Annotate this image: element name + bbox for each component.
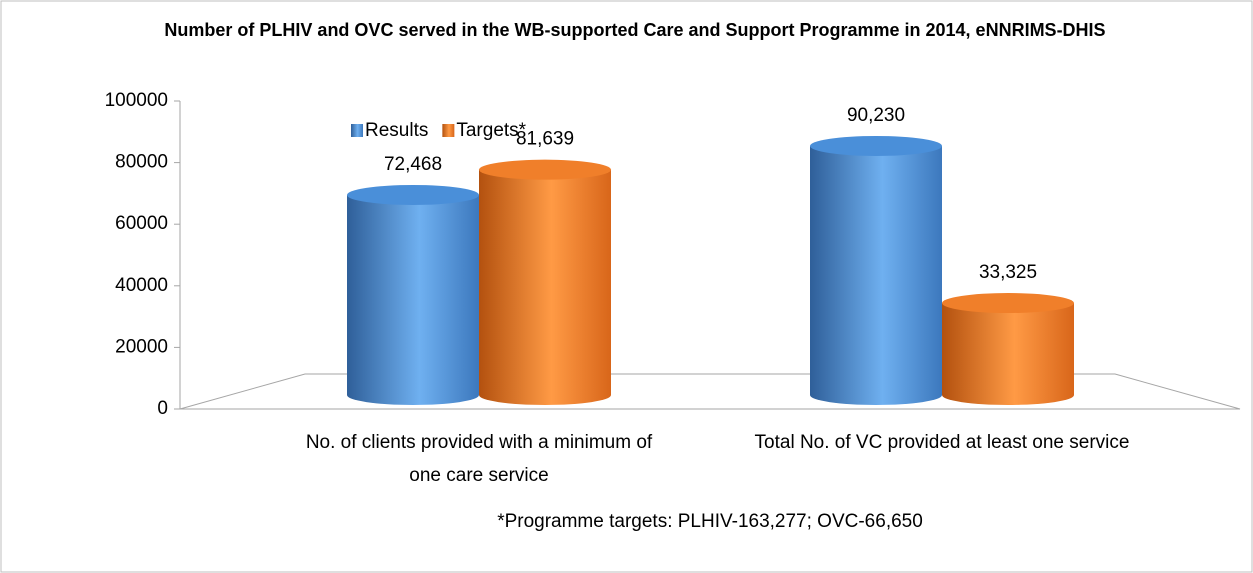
bar-top (942, 293, 1074, 314)
y-tick-label: 40000 (115, 275, 168, 296)
annotation: *Programme targets: PLHIV-163,277; OVC-6… (497, 511, 923, 532)
y-tick-label: 60000 (115, 213, 168, 234)
y-tick-label: 80000 (115, 152, 168, 173)
x-tick-label: Total No. of VC provided at least one se… (754, 432, 1130, 453)
bar-top (347, 184, 479, 205)
value-label: 81,639 (516, 129, 574, 150)
y-tick-label: 100000 (105, 90, 168, 111)
y-tick-label: 20000 (115, 336, 168, 357)
legend-label: Targets* (456, 120, 526, 141)
legend-swatch (442, 124, 455, 137)
legend-swatch (351, 124, 363, 137)
x-tick-label: No. of clients provided with a minimum o… (305, 432, 653, 486)
bar (479, 169, 611, 405)
value-label: 90,230 (847, 105, 905, 126)
bar (810, 145, 942, 405)
value-label: 72,468 (384, 154, 442, 175)
y-tick-label: 0 (157, 398, 168, 419)
bar-top (479, 159, 611, 180)
legend-label: Results (365, 120, 428, 141)
floor (179, 373, 1241, 410)
bar (942, 303, 1074, 405)
value-label: 33,325 (979, 262, 1037, 283)
chart-title: Number of PLHIV and OVC served in the WB… (164, 20, 1106, 40)
bar (347, 194, 479, 405)
bar-top (810, 135, 942, 156)
